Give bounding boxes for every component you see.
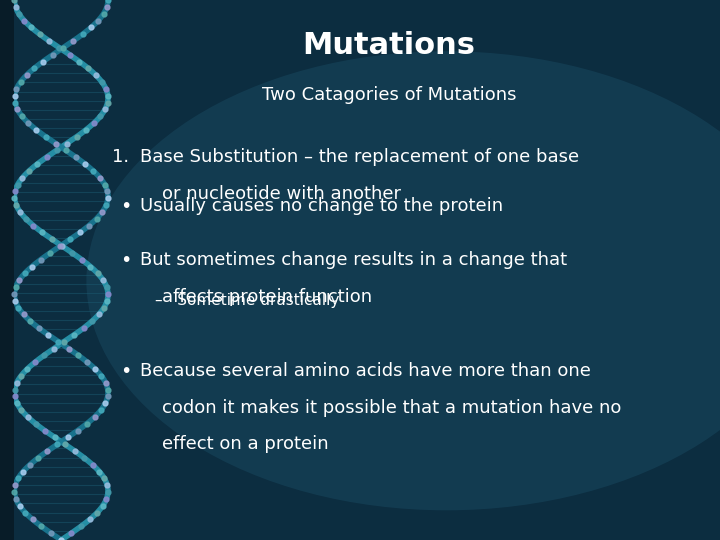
Ellipse shape bbox=[86, 51, 720, 510]
PathPatch shape bbox=[0, 0, 720, 65]
Text: But sometimes change results in a change that: But sometimes change results in a change… bbox=[140, 251, 567, 269]
Text: 1.: 1. bbox=[112, 148, 129, 166]
Text: •: • bbox=[120, 197, 132, 216]
Text: –   Sometime drastically: – Sometime drastically bbox=[155, 293, 339, 308]
Bar bbox=[0, 0, 14, 540]
PathPatch shape bbox=[0, 0, 720, 43]
Text: or nucleotide with another: or nucleotide with another bbox=[162, 185, 401, 203]
Bar bbox=[112, 0, 720, 540]
Text: Because several amino acids have more than one: Because several amino acids have more th… bbox=[140, 362, 591, 380]
Text: Two Catagories of Mutations: Two Catagories of Mutations bbox=[261, 85, 516, 104]
Text: affects protein function: affects protein function bbox=[162, 288, 372, 306]
Text: •: • bbox=[120, 362, 132, 381]
Text: •: • bbox=[120, 251, 132, 270]
Text: Base Substitution – the replacement of one base: Base Substitution – the replacement of o… bbox=[140, 148, 580, 166]
Text: codon it makes it possible that a mutation have no: codon it makes it possible that a mutati… bbox=[162, 399, 621, 416]
Text: effect on a protein: effect on a protein bbox=[162, 435, 328, 453]
Text: Usually causes no change to the protein: Usually causes no change to the protein bbox=[140, 197, 503, 215]
Text: Mutations: Mutations bbox=[302, 31, 475, 60]
